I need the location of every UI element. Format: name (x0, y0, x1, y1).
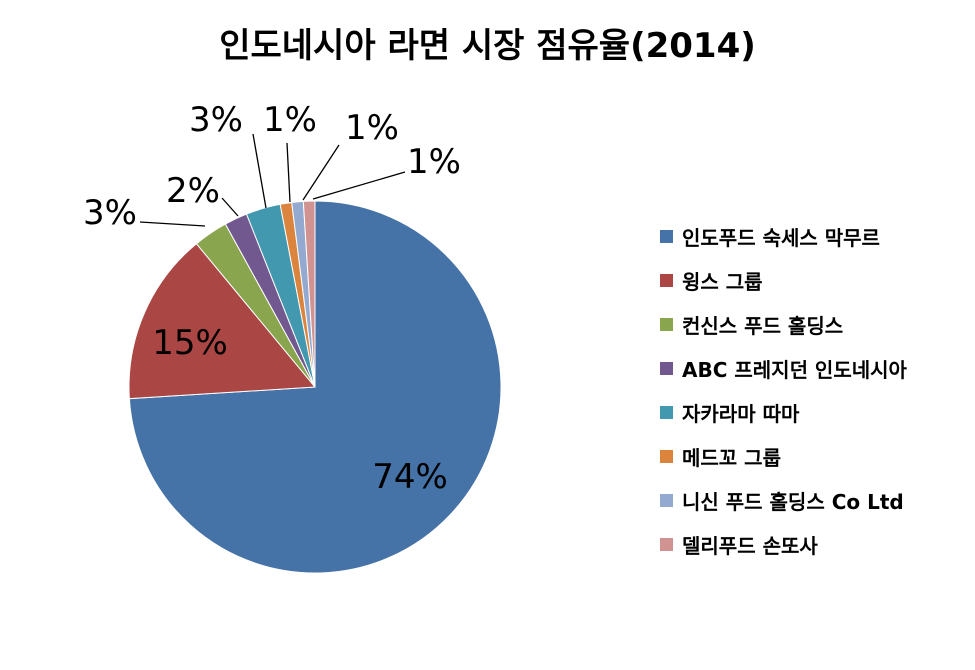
leader-line-5 (252, 133, 267, 209)
legend-item-2: 윙스 그룹 (660, 258, 907, 302)
legend-swatch (660, 361, 673, 375)
data-label-5: 3% (189, 100, 243, 140)
legend-label: ABC 프레지던 인도네시아 (682, 357, 907, 382)
legend-item-5: 자카라마 따마 (660, 390, 907, 434)
legend-swatch (660, 449, 673, 463)
legend-swatch (660, 493, 673, 507)
data-label-2: 15% (152, 323, 228, 363)
legend-item-8: 델리푸드 손또사 (660, 522, 907, 566)
leader-line-4 (221, 197, 239, 217)
legend-item-7: 니신 푸드 홀딩스 Co Ltd (660, 478, 907, 522)
pie-slice-8 (302, 200, 316, 388)
data-label-4: 2% (166, 171, 220, 211)
data-label-3: 3% (83, 193, 137, 233)
legend-label: 니신 푸드 홀딩스 Co Ltd (682, 489, 904, 514)
legend-label: 델리푸드 손또사 (682, 533, 818, 558)
chart-title: 인도네시아 라면 시장 점유율(2014) (219, 26, 756, 66)
legend-swatch (660, 405, 673, 419)
legend-label: 컨신스 푸드 홀딩스 (682, 313, 844, 338)
pie-slice-2 (128, 242, 317, 400)
legend-swatch (660, 537, 673, 551)
legend-swatch (660, 317, 673, 331)
legend-item-3: 컨신스 푸드 홀딩스 (660, 302, 907, 346)
leader-line-8 (312, 171, 406, 200)
legend-swatch (660, 229, 673, 243)
leader-line-7 (302, 144, 340, 201)
data-label-7: 1% (345, 108, 399, 148)
leader-line-6 (286, 142, 291, 203)
legend-swatch (660, 273, 673, 287)
data-label-1: 74% (372, 457, 448, 497)
legend-item-1: 인도푸드 숙세스 막무르 (660, 214, 907, 258)
legend-label: 메드꼬 그룹 (682, 445, 781, 470)
data-label-8: 1% (407, 142, 461, 182)
data-label-6: 1% (263, 100, 317, 140)
legend-item-6: 메드꼬 그룹 (660, 434, 907, 478)
legend-label: 인도푸드 숙세스 막무르 (682, 225, 880, 250)
legend-label: 윙스 그룹 (682, 269, 763, 294)
leader-line-3 (139, 221, 206, 227)
legend-item-4: ABC 프레지던 인도네시아 (660, 346, 907, 390)
legend-label: 자카라마 따마 (682, 401, 800, 426)
